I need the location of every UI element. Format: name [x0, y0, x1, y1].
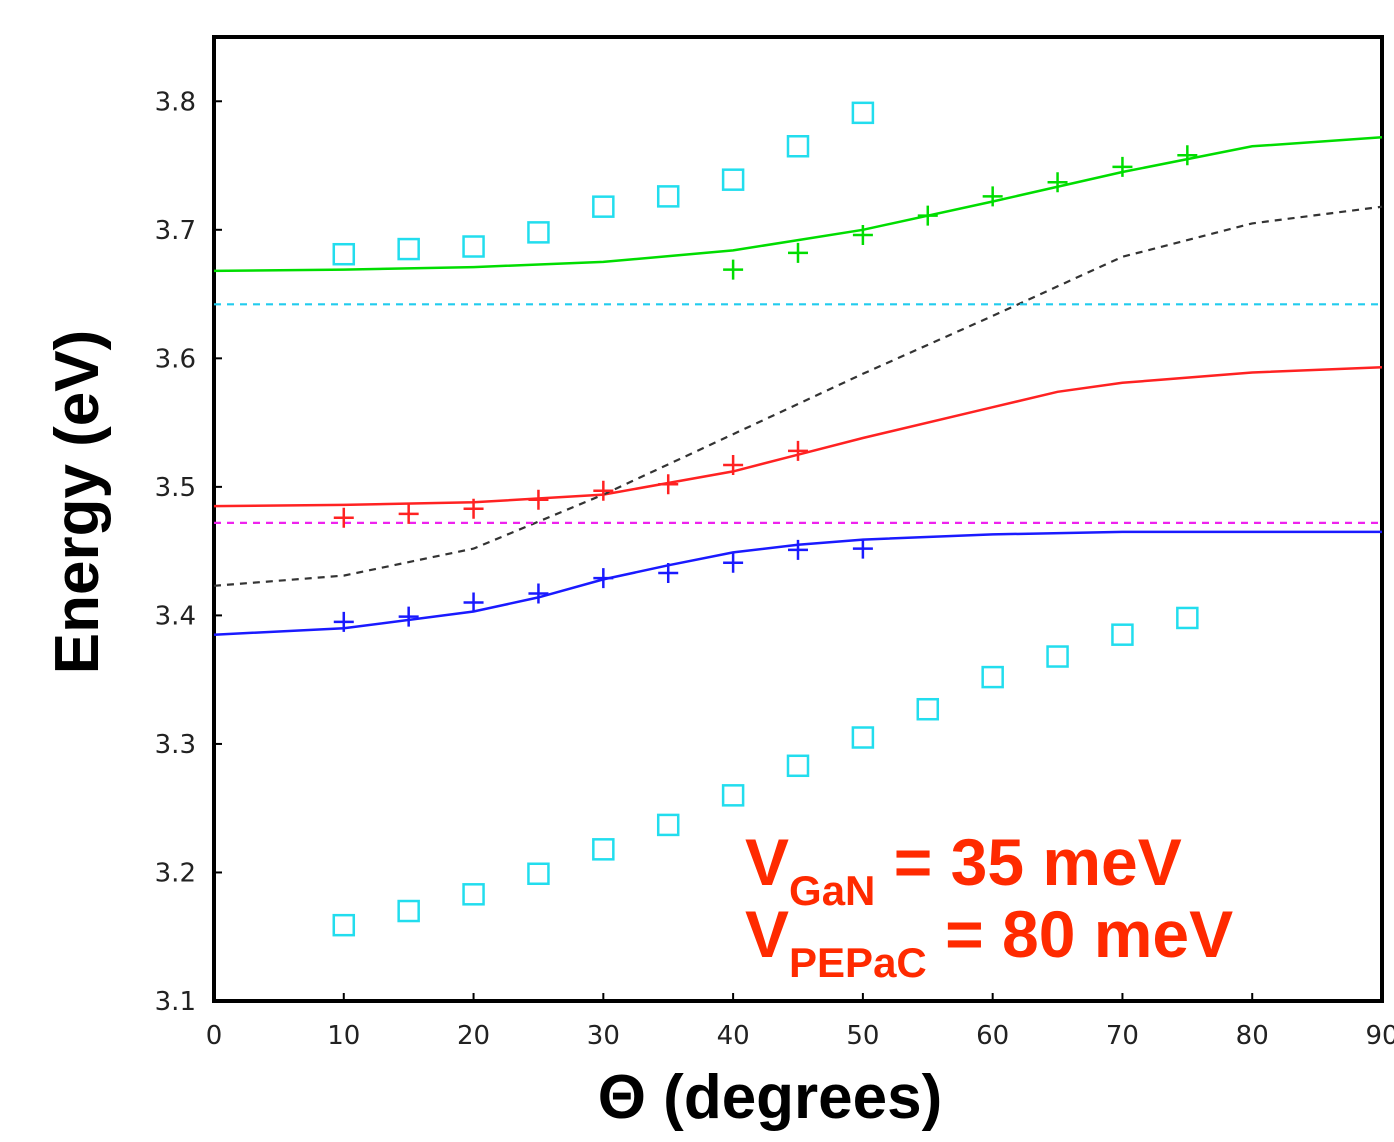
square-marker — [788, 136, 808, 156]
x-tick-label: 10 — [327, 1021, 360, 1051]
plus-marker — [334, 508, 354, 528]
square-marker — [723, 170, 743, 190]
square-marker — [528, 222, 548, 242]
square-marker — [593, 839, 613, 859]
x-tick-label: 30 — [587, 1021, 620, 1051]
y-tick-label: 3.1 — [155, 987, 196, 1017]
square-marker — [853, 103, 873, 123]
square-marker — [788, 756, 808, 776]
plus-marker — [853, 539, 873, 559]
plus-marker — [399, 607, 419, 627]
y-axis-title: Energy (eV) — [43, 330, 112, 675]
square-marker — [1048, 647, 1068, 667]
square-marker — [983, 667, 1003, 687]
x-tick-label: 20 — [457, 1021, 490, 1051]
plus-marker — [788, 441, 808, 461]
plus-marker — [723, 260, 743, 280]
square-marker — [334, 915, 354, 935]
plus-marker — [918, 206, 938, 226]
series-line-3 — [214, 207, 1382, 586]
plus-marker — [528, 584, 548, 604]
x-tick-label: 50 — [846, 1021, 879, 1051]
square-marker — [723, 785, 743, 805]
square-marker — [528, 864, 548, 884]
plus-marker — [658, 474, 678, 494]
x-tick-label: 90 — [1365, 1021, 1394, 1051]
x-tick-label: 80 — [1236, 1021, 1269, 1051]
plus-marker — [528, 490, 548, 510]
plus-marker — [788, 243, 808, 263]
square-marker — [464, 884, 484, 904]
square-marker — [658, 186, 678, 206]
plot-frame — [214, 37, 1382, 1001]
y-tick-label: 3.7 — [155, 216, 196, 246]
x-tick-label: 40 — [717, 1021, 750, 1051]
y-tick-label: 3.5 — [155, 473, 196, 503]
square-marker — [918, 699, 938, 719]
y-tick-label: 3.4 — [155, 601, 196, 631]
data-series — [214, 103, 1382, 935]
x-tick-label: 0 — [206, 1021, 223, 1051]
x-axis-title: Θ (degrees) — [598, 1063, 943, 1132]
plus-marker — [723, 553, 743, 573]
square-marker — [593, 197, 613, 217]
plus-marker — [1177, 145, 1197, 165]
x-tick-label: 60 — [976, 1021, 1009, 1051]
y-tick-label: 3.3 — [155, 730, 196, 760]
y-tick-label: 3.2 — [155, 858, 196, 888]
square-marker — [1112, 625, 1132, 645]
square-marker — [853, 728, 873, 748]
x-tick-label: 70 — [1106, 1021, 1139, 1051]
square-marker — [464, 237, 484, 257]
plus-marker — [788, 540, 808, 560]
square-marker — [658, 815, 678, 835]
y-tick-label: 3.8 — [155, 87, 196, 117]
square-marker — [334, 244, 354, 264]
series-line-1 — [214, 367, 1382, 506]
plus-marker — [593, 568, 613, 588]
square-marker — [399, 239, 419, 259]
square-marker — [1177, 608, 1197, 628]
square-marker — [399, 901, 419, 921]
plus-marker — [399, 504, 419, 524]
y-tick-label: 3.6 — [155, 344, 196, 374]
